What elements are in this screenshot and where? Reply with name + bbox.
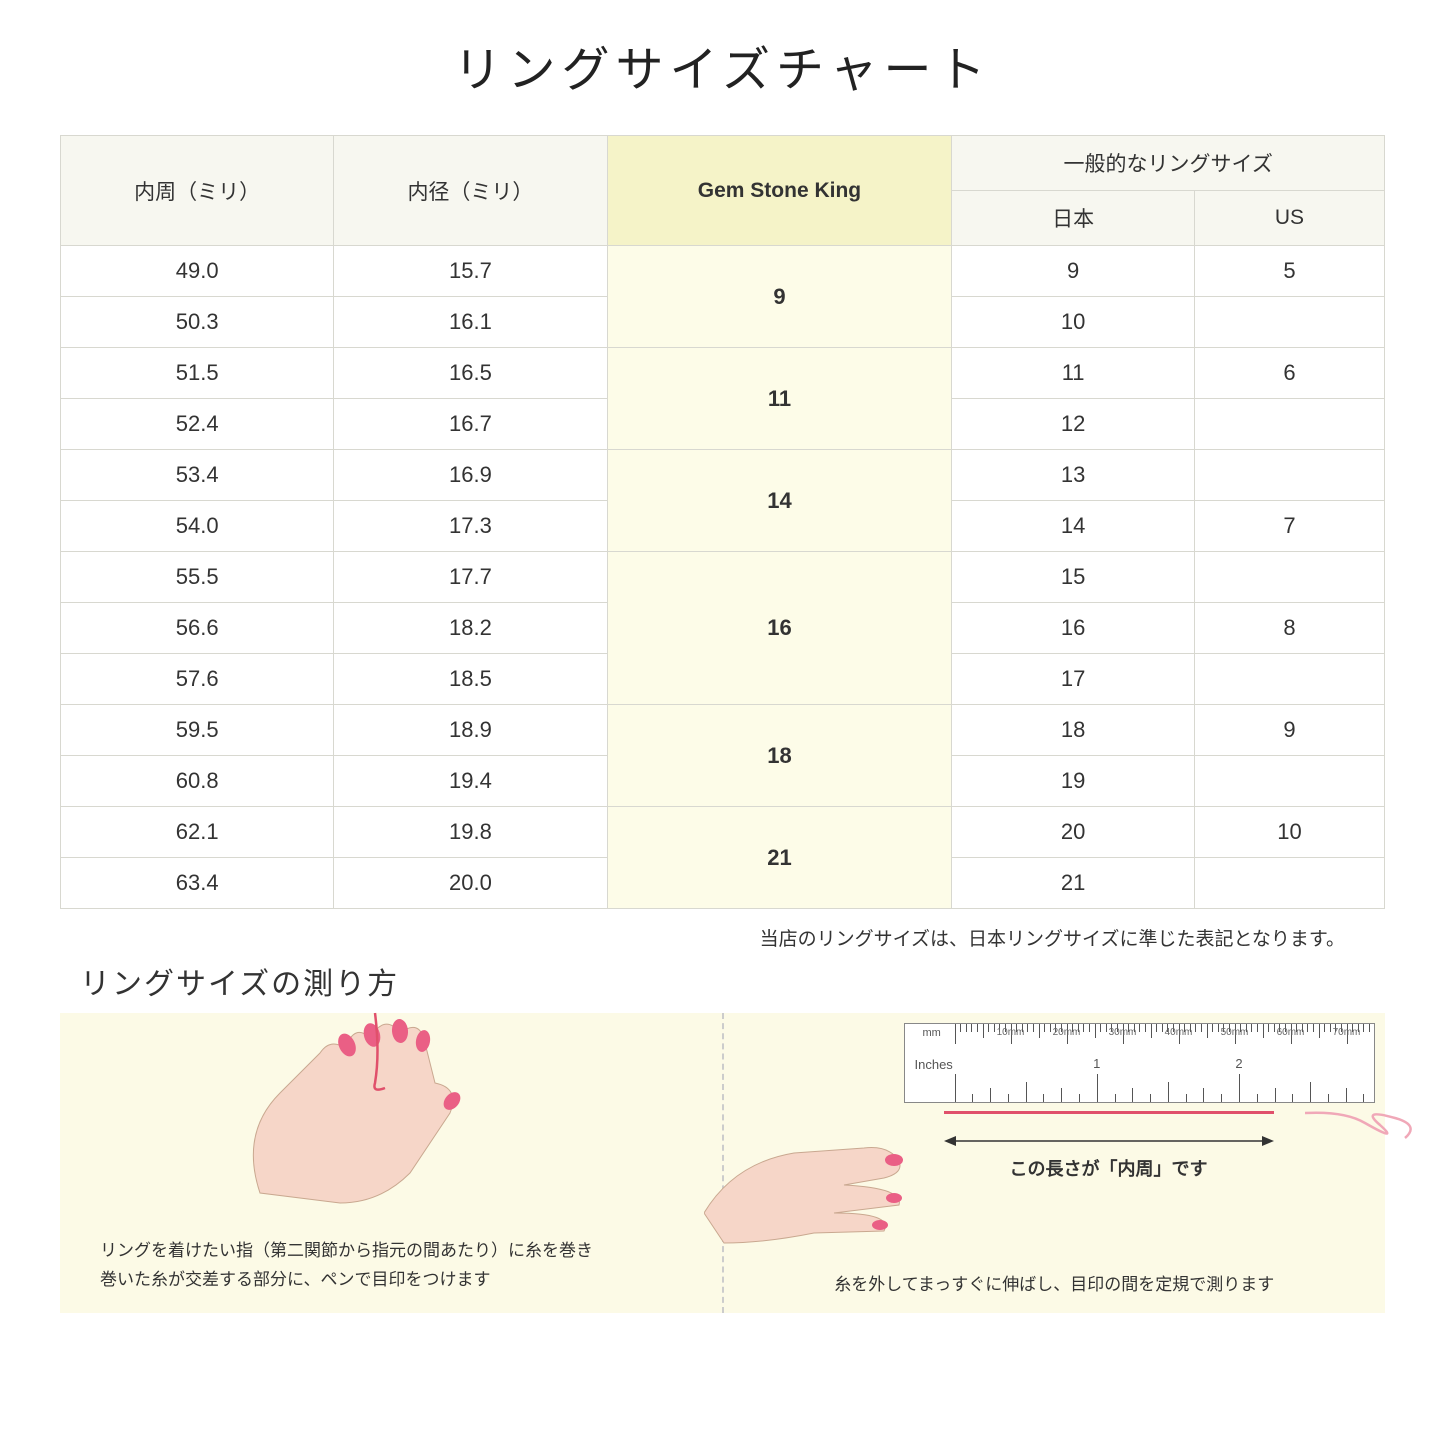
arrow-label: この長さが「内周」です xyxy=(944,1155,1274,1181)
cell-diameter: 16.1 xyxy=(334,297,607,348)
cell-gsk: 16 xyxy=(607,552,952,705)
cell-jp: 18 xyxy=(952,705,1195,756)
cell-diameter: 15.7 xyxy=(334,246,607,297)
cell-us xyxy=(1194,756,1384,807)
cell-diameter: 16.7 xyxy=(334,399,607,450)
cell-jp: 14 xyxy=(952,501,1195,552)
th-general: 一般的なリングサイズ xyxy=(952,136,1385,191)
thread-line xyxy=(944,1111,1274,1114)
cell-diameter: 18.5 xyxy=(334,654,607,705)
cell-circumference: 50.3 xyxy=(61,297,334,348)
cell-circumference: 57.6 xyxy=(61,654,334,705)
cell-us xyxy=(1194,297,1384,348)
cell-jp: 19 xyxy=(952,756,1195,807)
cell-diameter: 17.7 xyxy=(334,552,607,603)
cell-gsk: 21 xyxy=(607,807,952,909)
cell-circumference: 49.0 xyxy=(61,246,334,297)
hand-hold-illustration xyxy=(704,1093,924,1253)
cell-circumference: 56.6 xyxy=(61,603,334,654)
cell-circumference: 55.5 xyxy=(61,552,334,603)
cell-us xyxy=(1194,858,1384,909)
howto-panel: リングを着けたい指（第二関節から指元の間あたり）に糸を巻き 巻いた糸が交差する部… xyxy=(60,1013,1385,1313)
measurement-arrow xyxy=(944,1131,1274,1151)
cell-us: 5 xyxy=(1194,246,1384,297)
cell-us xyxy=(1194,450,1384,501)
size-chart-table: 内周（ミリ） 内径（ミリ） Gem Stone King 一般的なリングサイズ … xyxy=(60,135,1385,909)
cell-gsk: 18 xyxy=(607,705,952,807)
table-row: 51.516.511116 xyxy=(61,348,1385,399)
cell-jp: 17 xyxy=(952,654,1195,705)
table-row: 49.015.7995 xyxy=(61,246,1385,297)
cell-jp: 15 xyxy=(952,552,1195,603)
th-jp: 日本 xyxy=(952,191,1195,246)
ruler-inch-label: Inches xyxy=(915,1057,953,1072)
cell-us: 8 xyxy=(1194,603,1384,654)
cell-circumference: 53.4 xyxy=(61,450,334,501)
table-row: 53.416.91413 xyxy=(61,450,1385,501)
cell-jp: 21 xyxy=(952,858,1195,909)
howto-step-1: リングを着けたい指（第二関節から指元の間あたり）に糸を巻き 巻いた糸が交差する部… xyxy=(60,1013,722,1313)
table-row: 59.518.918189 xyxy=(61,705,1385,756)
th-diameter: 内径（ミリ） xyxy=(334,136,607,246)
th-us: US xyxy=(1194,191,1384,246)
ruler-mm-label: mm xyxy=(923,1027,941,1039)
ruler-illustration: mm Inches 10mm20mm30mm40mm50mm60mm70mm12… xyxy=(904,1023,1376,1103)
cell-diameter: 16.5 xyxy=(334,348,607,399)
cell-diameter: 19.8 xyxy=(334,807,607,858)
cell-circumference: 51.5 xyxy=(61,348,334,399)
cell-us xyxy=(1194,399,1384,450)
cell-jp: 13 xyxy=(952,450,1195,501)
cell-diameter: 17.3 xyxy=(334,501,607,552)
cell-us xyxy=(1194,552,1384,603)
footnote: 当店のリングサイズは、日本リングサイズに準じた表記となります。 xyxy=(60,924,1385,951)
cell-jp: 9 xyxy=(952,246,1195,297)
cell-gsk: 9 xyxy=(607,246,952,348)
cell-us: 9 xyxy=(1194,705,1384,756)
cell-circumference: 52.4 xyxy=(61,399,334,450)
page-title: リングサイズチャート xyxy=(60,30,1385,100)
cell-diameter: 16.9 xyxy=(334,450,607,501)
cell-jp: 11 xyxy=(952,348,1195,399)
cell-gsk: 11 xyxy=(607,348,952,450)
cell-circumference: 54.0 xyxy=(61,501,334,552)
cell-us: 10 xyxy=(1194,807,1384,858)
cell-circumference: 59.5 xyxy=(61,705,334,756)
cell-jp: 10 xyxy=(952,297,1195,348)
cell-circumference: 60.8 xyxy=(61,756,334,807)
hand-wrap-illustration xyxy=(200,993,550,1223)
howto-caption-left: リングを着けたい指（第二関節から指元の間あたり）に糸を巻き 巻いた糸が交差する部… xyxy=(100,1237,682,1295)
cell-jp: 12 xyxy=(952,399,1195,450)
table-row: 62.119.8212010 xyxy=(61,807,1385,858)
cell-diameter: 20.0 xyxy=(334,858,607,909)
table-row: 55.517.71615 xyxy=(61,552,1385,603)
thread-curl xyxy=(1305,1083,1425,1163)
cell-circumference: 63.4 xyxy=(61,858,334,909)
cell-diameter: 19.4 xyxy=(334,756,607,807)
cell-gsk: 14 xyxy=(607,450,952,552)
cell-jp: 20 xyxy=(952,807,1195,858)
th-circumference: 内周（ミリ） xyxy=(61,136,334,246)
howto-step-2: mm Inches 10mm20mm30mm40mm50mm60mm70mm12… xyxy=(724,1013,1386,1313)
cell-circumference: 62.1 xyxy=(61,807,334,858)
cell-jp: 16 xyxy=(952,603,1195,654)
cell-diameter: 18.2 xyxy=(334,603,607,654)
cell-us xyxy=(1194,654,1384,705)
howto-caption-right: 糸を外してまっすぐに伸ばし、目印の間を定規で測ります xyxy=(764,1270,1346,1295)
cell-us: 7 xyxy=(1194,501,1384,552)
cell-us: 6 xyxy=(1194,348,1384,399)
th-gsk: Gem Stone King xyxy=(607,136,952,246)
cell-diameter: 18.9 xyxy=(334,705,607,756)
